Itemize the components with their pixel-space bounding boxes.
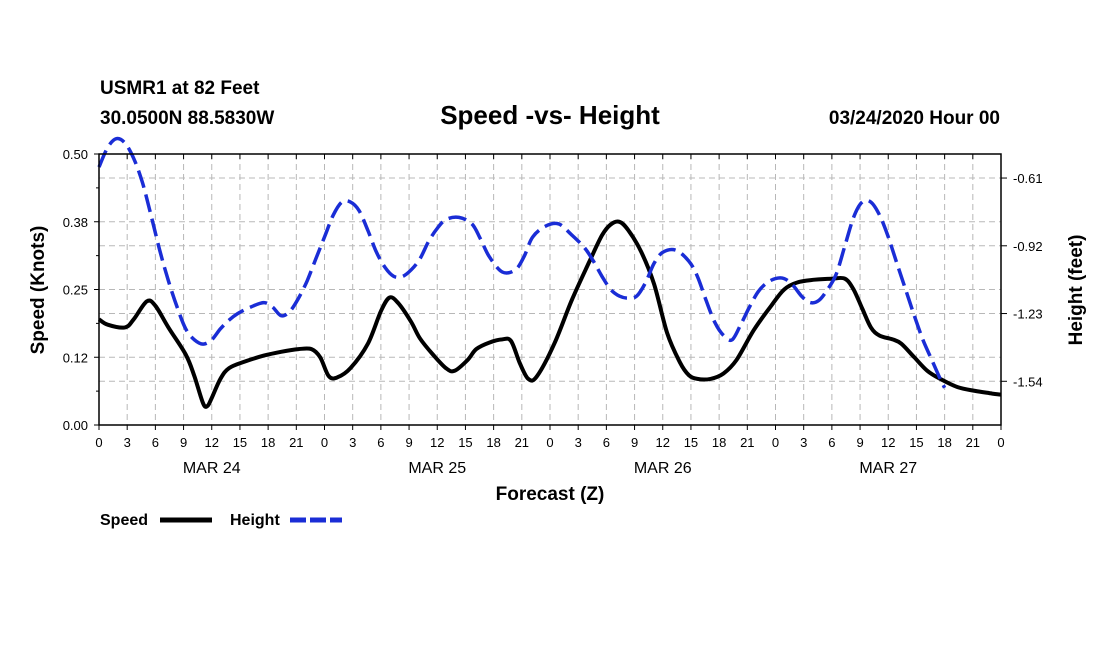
y-tick-label: 0.00 (63, 418, 88, 433)
x-tick-label: 12 (430, 435, 444, 450)
x-tick-label: 12 (656, 435, 670, 450)
x-tick-label: 15 (458, 435, 472, 450)
station-label: USMR1 at 82 Feet (100, 78, 260, 99)
day-label: MAR 24 (183, 460, 241, 477)
y2-tick-label: -1.54 (1013, 374, 1043, 389)
legend-height-label: Height (230, 512, 280, 529)
x-axis-title: Forecast (Z) (496, 484, 605, 505)
series (97, 136, 1002, 409)
x-tick-label: 0 (997, 435, 1004, 450)
x-tick-label: 12 (881, 435, 895, 450)
y2-tick-label: -1.23 (1013, 307, 1043, 322)
x-tick-label: 12 (205, 435, 219, 450)
x-tick-label: 9 (405, 435, 412, 450)
x-tick-label: 6 (377, 435, 384, 450)
day-label: MAR 25 (408, 460, 466, 477)
x-tick-label: 9 (631, 435, 638, 450)
x-tick-label: 6 (152, 435, 159, 450)
x-tick-label: 15 (684, 435, 698, 450)
x-tick-label: 18 (937, 435, 951, 450)
x-tick-label: 0 (772, 435, 779, 450)
grid (99, 154, 1001, 425)
y-tick-label: 0.12 (63, 350, 88, 365)
axis-labels: 0 3 6 9 12 15 18 21 0 3 6 9 12 15 18 21 0 3 6 9 12 15 18 21 0 3 6 9… (63, 147, 1043, 477)
legend: Speed Height (100, 512, 342, 529)
y2-tick-label: -0.61 (1013, 171, 1043, 186)
y2-axis-title: Height (feet) (1066, 235, 1087, 346)
plot-frame (98, 153, 1002, 426)
y-tick-label: 0.50 (63, 147, 88, 162)
x-tick-label: 15 (909, 435, 923, 450)
timestamp-label: 03/24/2020 Hour 00 (829, 108, 1000, 129)
x-tick-label: 21 (966, 435, 980, 450)
x-tick-label: 21 (515, 435, 529, 450)
x-tick-label: 21 (289, 435, 303, 450)
y-tick-label: 0.38 (63, 215, 88, 230)
x-tick-label: 15 (233, 435, 247, 450)
y-axis-title: Speed (Knots) (28, 226, 49, 355)
y2-tick-label: -0.92 (1013, 239, 1043, 254)
x-tick-label: 9 (856, 435, 863, 450)
x-tick-label: 3 (575, 435, 582, 450)
day-label: MAR 27 (859, 460, 917, 477)
x-tick-label: 21 (740, 435, 754, 450)
x-tick-label: 18 (261, 435, 275, 450)
y-tick-label: 0.25 (63, 283, 88, 298)
legend-speed-label: Speed (100, 512, 148, 529)
x-tick-label: 18 (712, 435, 726, 450)
day-label: MAR 26 (634, 460, 692, 477)
location-label: 30.0500N 88.5830W (100, 108, 274, 129)
x-tick-label: 0 (546, 435, 553, 450)
x-tick-label: 6 (603, 435, 610, 450)
x-tick-label: 0 (321, 435, 328, 450)
x-tick-label: 3 (800, 435, 807, 450)
x-tick-label: 0 (95, 435, 102, 450)
x-tick-label: 3 (124, 435, 131, 450)
x-tick-label: 6 (828, 435, 835, 450)
x-tick-label: 18 (486, 435, 500, 450)
speed-series-line (97, 219, 1002, 409)
height-series-line (97, 136, 947, 389)
chart-title: Speed -vs- Height (440, 100, 660, 130)
x-tick-label: 3 (349, 435, 356, 450)
x-tick-label: 9 (180, 435, 187, 450)
